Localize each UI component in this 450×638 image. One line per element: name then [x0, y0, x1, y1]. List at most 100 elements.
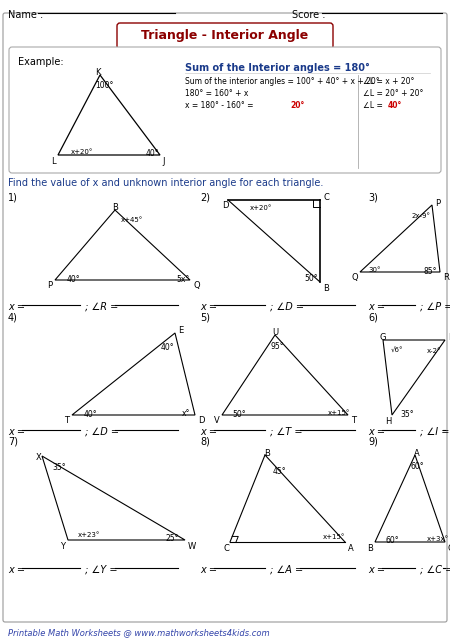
- Text: x-2°: x-2°: [427, 348, 441, 354]
- Text: U: U: [272, 328, 278, 337]
- Text: 40°: 40°: [161, 343, 175, 352]
- Text: 1): 1): [8, 192, 18, 202]
- Text: ∠L =: ∠L =: [363, 101, 385, 110]
- Text: B: B: [367, 544, 373, 553]
- Text: 50°: 50°: [232, 410, 246, 419]
- Text: X: X: [36, 453, 42, 462]
- Text: x = 180° - 160° =: x = 180° - 160° =: [185, 101, 256, 110]
- Text: 2): 2): [200, 192, 210, 202]
- Text: 4): 4): [8, 312, 18, 322]
- Text: ; ∠C =: ; ∠C =: [417, 565, 450, 575]
- Text: 40°: 40°: [67, 275, 81, 284]
- Text: 85°: 85°: [424, 267, 437, 276]
- Text: T: T: [64, 416, 69, 425]
- Text: L: L: [51, 157, 56, 166]
- Text: Sum of the interior angles = 100° + 40° + x + 20°: Sum of the interior angles = 100° + 40° …: [185, 77, 380, 86]
- Text: C: C: [323, 193, 329, 202]
- Text: 9): 9): [368, 437, 378, 447]
- Text: 40°: 40°: [388, 101, 402, 110]
- Text: 60°: 60°: [410, 462, 424, 471]
- Text: x =: x =: [8, 565, 28, 575]
- Text: B: B: [264, 449, 270, 458]
- Text: 40°: 40°: [146, 149, 160, 158]
- Text: ; ∠D =: ; ∠D =: [82, 427, 122, 437]
- Text: ; ∠R =: ; ∠R =: [82, 302, 122, 312]
- Text: T: T: [351, 416, 356, 425]
- Text: D: D: [222, 201, 229, 210]
- Text: K: K: [95, 68, 101, 77]
- Text: ∠L = x + 20°: ∠L = x + 20°: [363, 77, 414, 86]
- Text: Triangle - Interior Angle: Triangle - Interior Angle: [141, 29, 309, 43]
- Text: C: C: [448, 544, 450, 553]
- Text: 60°: 60°: [385, 536, 399, 545]
- Text: 50°: 50°: [304, 274, 318, 283]
- Text: 180° = 160° + x: 180° = 160° + x: [185, 89, 248, 98]
- Text: 5x°: 5x°: [176, 275, 189, 284]
- Text: Y: Y: [60, 542, 65, 551]
- Text: Q: Q: [193, 281, 200, 290]
- Text: x =: x =: [368, 427, 388, 437]
- Text: ; ∠A =: ; ∠A =: [267, 565, 306, 575]
- Text: G: G: [380, 333, 387, 342]
- Text: ∠L = 20° + 20°: ∠L = 20° + 20°: [363, 89, 423, 98]
- Text: Example:: Example:: [18, 57, 63, 67]
- Text: 40°: 40°: [84, 410, 98, 419]
- Text: x =: x =: [8, 427, 28, 437]
- Text: 3): 3): [368, 192, 378, 202]
- Text: x+15°: x+15°: [323, 534, 346, 540]
- Text: x+20°: x+20°: [71, 149, 94, 155]
- Text: x+23°: x+23°: [78, 532, 100, 538]
- Text: C: C: [223, 544, 229, 553]
- Text: ; ∠D =: ; ∠D =: [267, 302, 307, 312]
- Text: √6°: √6°: [391, 348, 404, 354]
- FancyBboxPatch shape: [9, 47, 441, 173]
- Text: 100°: 100°: [95, 81, 113, 90]
- Text: Find the value of x and unknown interior angle for each triangle.: Find the value of x and unknown interior…: [8, 178, 324, 188]
- Text: x°: x°: [182, 409, 190, 418]
- Text: Name :: Name :: [8, 10, 43, 20]
- Text: I: I: [448, 333, 450, 342]
- Text: 45°: 45°: [273, 467, 287, 476]
- Text: x+45°: x+45°: [121, 217, 143, 223]
- Text: A: A: [348, 544, 354, 553]
- Text: x =: x =: [368, 565, 388, 575]
- FancyBboxPatch shape: [3, 13, 447, 622]
- Text: 7): 7): [8, 437, 18, 447]
- Text: Sum of the Interior angles = 180°: Sum of the Interior angles = 180°: [185, 63, 370, 73]
- Text: x =: x =: [200, 427, 220, 437]
- Text: x =: x =: [200, 565, 220, 575]
- Text: R: R: [443, 273, 449, 282]
- Text: ; ∠P =: ; ∠P =: [417, 302, 450, 312]
- Text: 35°: 35°: [400, 410, 414, 419]
- Text: J: J: [162, 157, 165, 166]
- Text: 8): 8): [200, 437, 210, 447]
- Text: x+3x°: x+3x°: [427, 536, 449, 542]
- Text: 5): 5): [200, 312, 210, 322]
- Text: W: W: [188, 542, 196, 551]
- Text: B: B: [323, 284, 329, 293]
- Text: x =: x =: [368, 302, 388, 312]
- Text: Printable Math Worksheets @ www.mathworksheets4kids.com: Printable Math Worksheets @ www.mathwork…: [8, 628, 270, 637]
- Text: A: A: [414, 449, 420, 458]
- Text: Q: Q: [352, 273, 359, 282]
- Text: P: P: [435, 199, 440, 208]
- Text: 2x-9°: 2x-9°: [412, 213, 431, 219]
- Text: ; ∠Y =: ; ∠Y =: [82, 565, 121, 575]
- Text: 20°: 20°: [290, 101, 304, 110]
- Text: P: P: [47, 281, 52, 290]
- Text: x =: x =: [200, 302, 220, 312]
- Text: x+15°: x+15°: [328, 410, 351, 416]
- FancyBboxPatch shape: [117, 23, 333, 49]
- Text: 6): 6): [368, 312, 378, 322]
- Text: x =: x =: [8, 302, 28, 312]
- Text: H: H: [385, 417, 392, 426]
- Text: B: B: [112, 203, 118, 212]
- Text: 95°: 95°: [270, 342, 284, 351]
- Text: 30°: 30°: [368, 267, 381, 273]
- Text: x+20°: x+20°: [250, 205, 272, 211]
- Text: 35°: 35°: [52, 463, 66, 472]
- Text: ; ∠I =: ; ∠I =: [417, 427, 450, 437]
- Text: ; ∠T =: ; ∠T =: [267, 427, 306, 437]
- Text: D: D: [198, 416, 204, 425]
- Text: E: E: [178, 326, 183, 335]
